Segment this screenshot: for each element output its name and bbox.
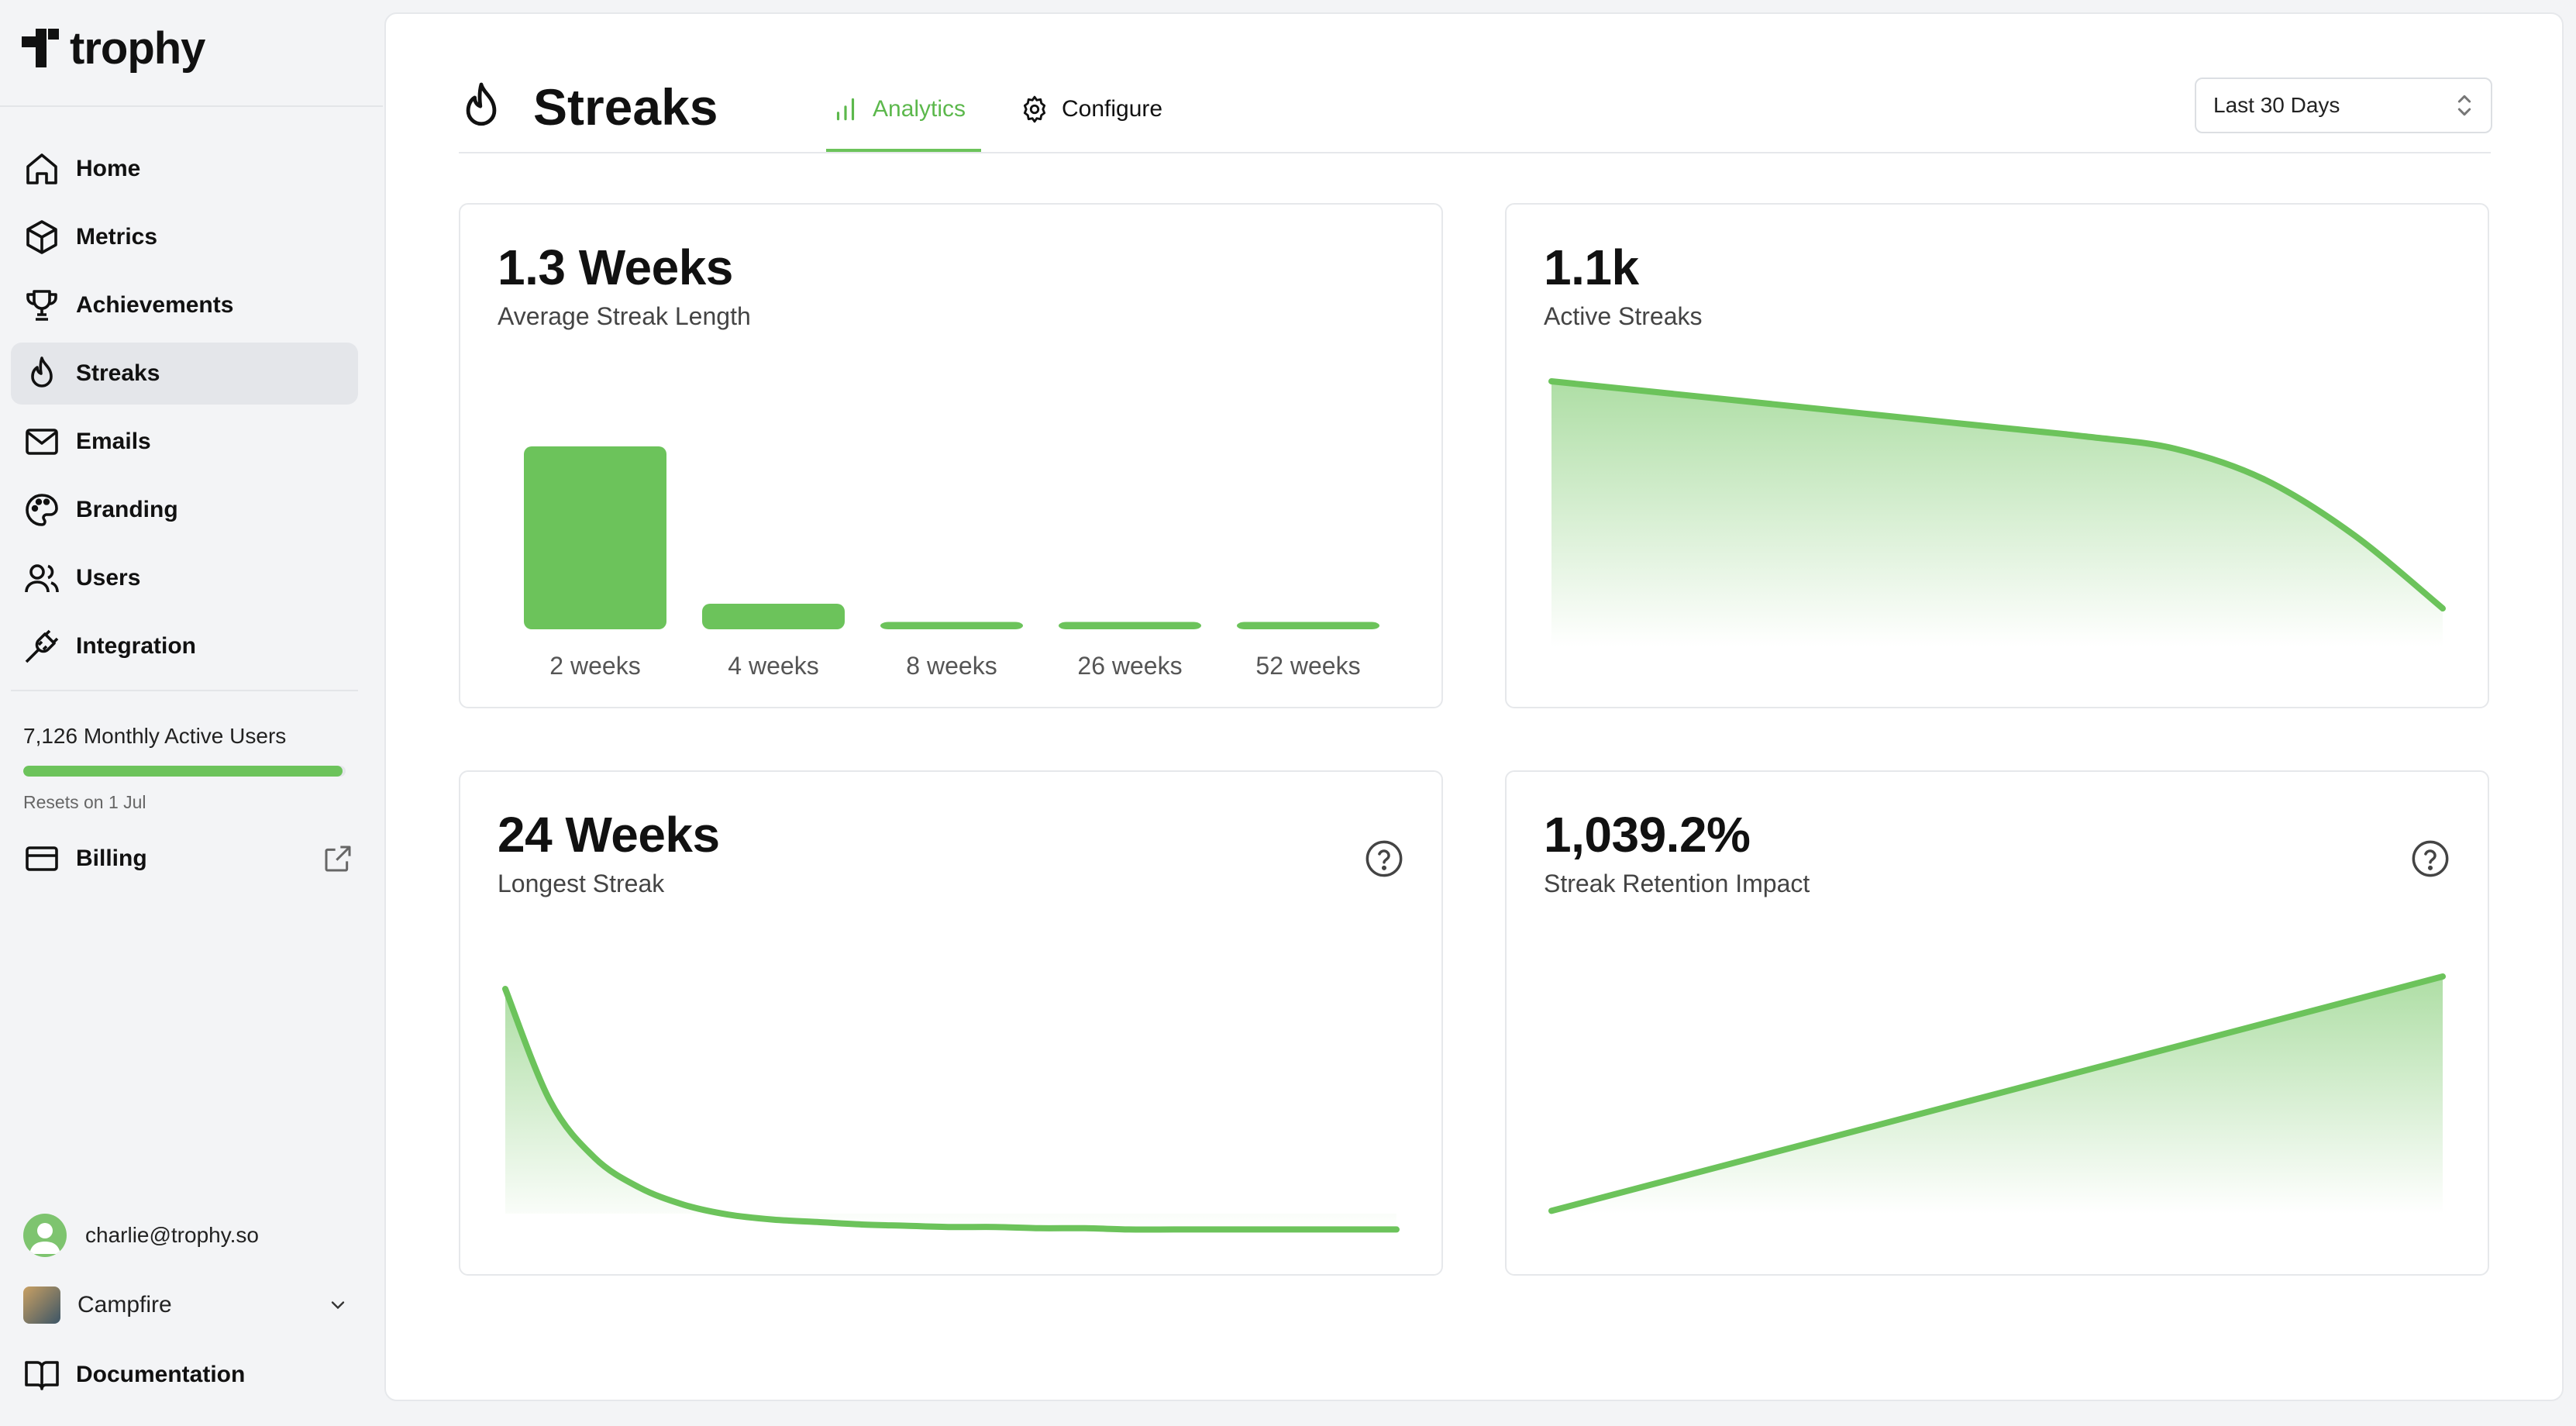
sidebar-item-label: Integration [76,633,196,659]
user-account[interactable]: charlie@trophy.so [23,1214,259,1257]
logo[interactable]: trophy [22,22,205,74]
sidebar-item-label: Users [76,565,141,591]
bar-chart-icon [836,98,855,121]
credit-card-icon [26,846,58,871]
sidebar-item-achievements[interactable]: Achievements [11,274,358,336]
sidebar-item-emails[interactable]: Emails [11,411,358,473]
sidebar-item-billing[interactable]: Billing [11,828,358,890]
org-logo [23,1286,60,1324]
series-line [1548,973,2446,1214]
metric-value: 24 Weeks [498,807,720,863]
tab-configure[interactable]: Configure [1020,95,1162,124]
longest-streak-area-chart [502,986,1400,1233]
sidebar-item-label: Metrics [76,224,158,250]
chevron-down-icon [331,1301,345,1310]
sidebar-item-label: Streaks [76,360,160,386]
card-longest-streak: 24 Weeks Longest Streak [459,770,1443,1276]
logo-text: trophy [70,22,205,74]
tick-label: 8 weeks [906,652,997,680]
bar [1237,622,1379,629]
book-icon [25,1361,59,1390]
card-average-streak-length: 1.3 Weeks Average Streak Length 2 weeks 4… [459,203,1443,708]
sidebar-item-label: Branding [76,497,178,522]
gear-icon [1023,95,1046,123]
page-title: Streaks [533,78,718,136]
sidebar-item-label: Achievements [76,292,234,318]
metric-value: 1.1k [1544,239,1639,295]
active-tab-indicator [826,149,981,152]
bar [1059,622,1201,629]
user-email: charlie@trophy.so [85,1223,259,1247]
card-active-streaks: 1.1k Active Streaks [1505,203,2489,708]
mail-icon [26,429,58,455]
metric-value: 1,039.2% [1544,807,1751,863]
bar [880,622,1023,629]
metric-label: Longest Streak [498,870,665,897]
plug-icon [25,629,59,663]
mau-progress-fill [23,766,343,777]
org-name: Campfire [77,1292,172,1318]
main-panel: Streaks Analytics Configure Last 30 Days… [384,12,2564,1401]
streak-length-bar-chart: 2 weeks 4 weeks 8 weeks 26 weeks 52 weeks [524,446,1379,680]
org-switcher[interactable]: Campfire [23,1286,349,1324]
home-icon [26,153,57,184]
tab-label: Analytics [873,96,966,122]
sidebar-item-integration[interactable]: Integration [11,615,358,677]
palette-icon [26,494,58,526]
cube-icon [26,220,57,254]
sidebar-item-home[interactable]: Home [11,138,358,200]
sidebar: trophy Home Metrics Achievements Streaks… [0,0,383,1426]
sidebar-item-streaks[interactable]: Streaks [11,343,358,405]
mau-reset-text: Resets on 1 Jul [23,792,146,812]
bar [524,446,666,629]
metric-label: Streak Retention Impact [1544,870,1810,897]
sidebar-divider [0,105,383,107]
sidebar-item-metrics[interactable]: Metrics [11,206,358,268]
tick-label: 2 weeks [549,652,640,680]
bar [702,603,845,629]
active-streaks-area-chart [1548,378,2446,646]
sidebar-item-documentation[interactable]: Documentation [11,1344,358,1406]
trophy-icon [26,290,57,321]
sidebar-item-label: Home [76,156,141,181]
metric-label: Active Streaks [1544,302,1703,330]
sidebar-item-branding[interactable]: Branding [11,479,358,541]
help-icon[interactable] [2410,839,2450,879]
metric-label: Average Streak Length [498,302,751,330]
flame-icon [31,356,53,388]
area-fill [505,989,1396,1230]
metric-value: 1.3 Weeks [498,239,733,295]
retention-impact-area-chart [1548,973,2446,1214]
date-range-value: Last 30 Days [2213,93,2340,117]
flame-icon [466,82,497,126]
users-icon [25,564,59,593]
user-avatar-icon [29,1223,60,1254]
avatar [23,1214,67,1257]
sidebar-item-label: Emails [76,429,151,454]
tick-label: 4 weeks [728,652,818,680]
external-link-icon[interactable] [322,843,353,874]
chevron-up-down-icon [2457,95,2471,116]
mau-progress-bar [23,766,346,777]
series-line [1548,378,2446,612]
tab-label: Configure [1062,96,1163,122]
area-fill [1551,381,2443,646]
help-icon[interactable] [1364,839,1404,879]
tab-analytics[interactable]: Analytics [831,95,966,124]
mau-count: 7,126 Monthly Active Users [23,724,287,748]
card-streak-retention-impact: 1,039.2% Streak Retention Impact [1505,770,2489,1276]
tick-label: 52 weeks [1255,652,1360,680]
sidebar-item-label: Billing [76,846,147,871]
date-range-select[interactable]: Last 30 Days [2195,78,2492,133]
tick-label: 26 weeks [1077,652,1182,680]
trophy-logo-icon [22,29,59,67]
sidebar-divider [11,690,358,691]
sidebar-item-users[interactable]: Users [11,547,358,609]
header-divider [459,152,2491,153]
series-line [502,986,1400,1233]
sidebar-item-label: Documentation [76,1362,246,1387]
